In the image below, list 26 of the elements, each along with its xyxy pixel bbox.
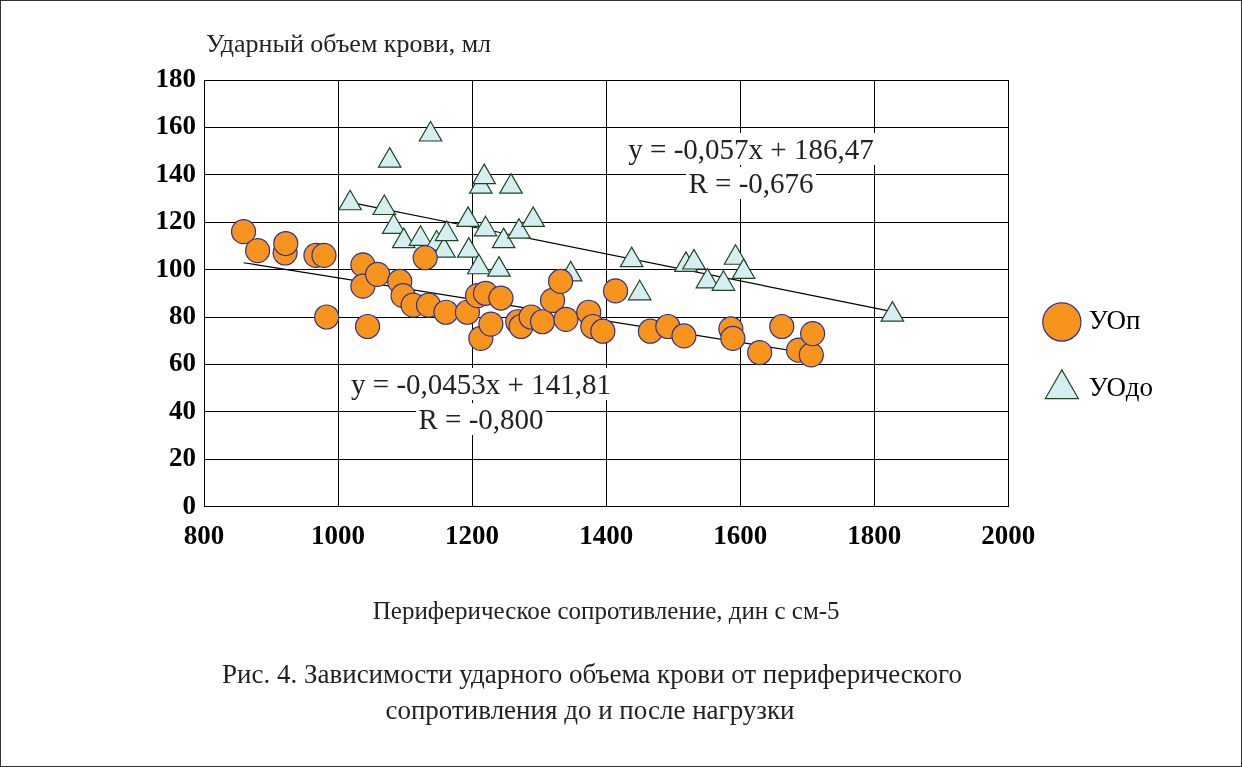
x-tick-label: 1000 — [311, 519, 366, 550]
y-tick-label: 140 — [155, 157, 196, 188]
x-axis-title: Периферическое сопротивление, дин с см-5 — [372, 596, 840, 624]
y-tick-label: 180 — [155, 62, 196, 93]
y-axis-title: Ударный объем крови, мл — [206, 29, 492, 59]
y-tick-label: 20 — [169, 442, 196, 473]
y-tick-label: 40 — [169, 394, 196, 425]
legend-label: УОп — [1088, 305, 1141, 336]
text: Рис. 4. Зависимости ударного объема крови от периферического сопротивления до и после нагрузки — [219, 659, 963, 725]
y-tick-label: 120 — [155, 205, 196, 236]
y-tick-label: 160 — [155, 110, 196, 141]
x-tick-label: 1800 — [847, 519, 902, 550]
x-tick-label: 1400 — [579, 519, 634, 550]
annotation: R = -0,676 — [686, 167, 816, 199]
y-tick-label: 100 — [155, 252, 196, 283]
annotation: y = -0,057x + 186,47 — [626, 133, 876, 165]
x-tick-label: 2000 — [981, 519, 1036, 550]
y-tick-label: 80 — [169, 299, 196, 330]
annotation: y = -0,0453x + 141,81 — [349, 368, 613, 400]
y-tick-label: 0 — [182, 489, 196, 520]
y-tick-label: 60 — [169, 347, 196, 378]
annotation: R = -0,800 — [416, 403, 546, 435]
x-tick-label: 1200 — [445, 519, 500, 550]
x-tick-label: 800 — [183, 519, 225, 550]
x-tick-label: 1600 — [713, 519, 768, 550]
legend-label: УОдо — [1088, 372, 1153, 403]
